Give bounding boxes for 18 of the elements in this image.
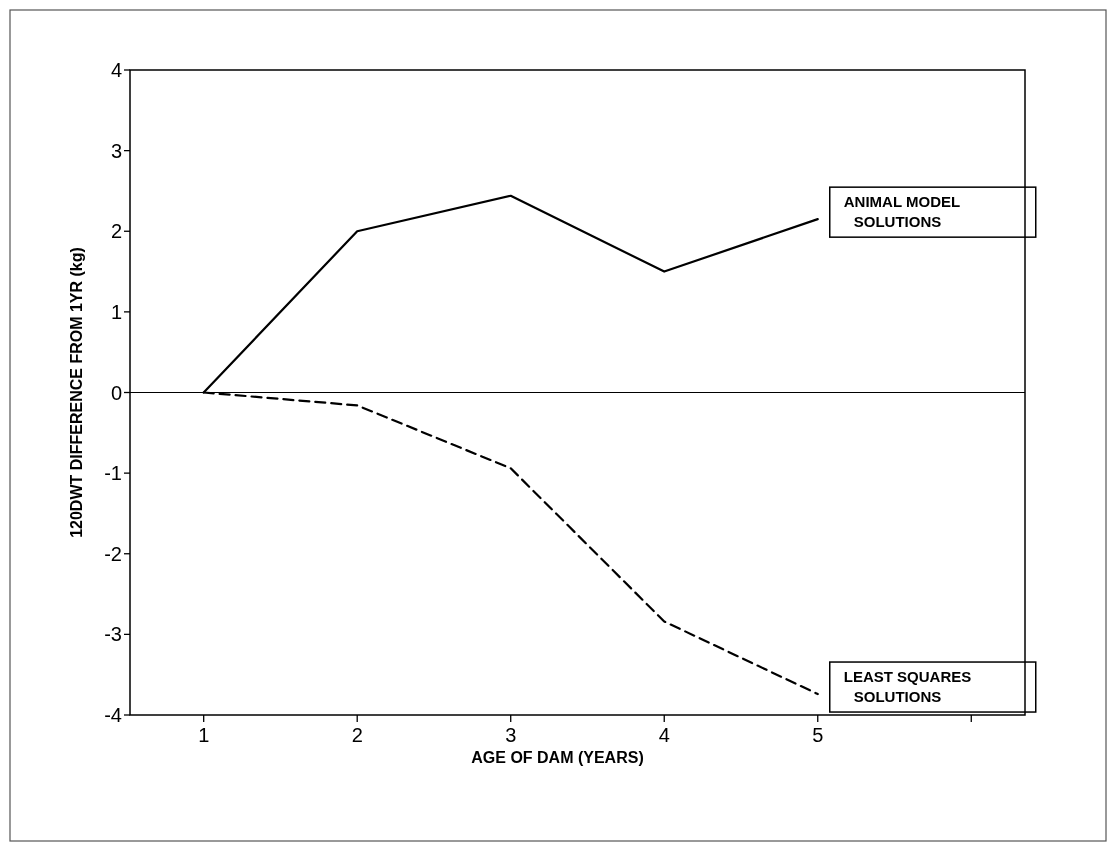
y-tick-label: 1 bbox=[110, 300, 122, 323]
y-tick-label: -4 bbox=[104, 704, 122, 726]
y-tick-label: -1 bbox=[104, 462, 122, 485]
y-tick-label: -3 bbox=[104, 623, 122, 646]
x-tick-label: 2 bbox=[351, 724, 363, 746]
y-tick-label: 4 bbox=[110, 59, 122, 81]
series-label: ANIMAL MODEL SOLUTIONS bbox=[843, 193, 961, 231]
y-tick-label: 3 bbox=[110, 139, 122, 162]
y-tick-label: 0 bbox=[110, 381, 122, 404]
x-axis-title: AGE OF DAM (YEARS) bbox=[471, 749, 644, 766]
y-tick-label: 2 bbox=[110, 220, 122, 243]
x-tick-label: 1 bbox=[198, 724, 210, 746]
series-label: LEAST SQUARES SOLUTIONS bbox=[843, 668, 972, 706]
y-axis-title: 120DWT DIFFERENCE FROM 1YR (kg) bbox=[68, 247, 85, 538]
x-tick-label: 4 bbox=[658, 724, 670, 746]
x-tick-label: 5 bbox=[812, 724, 824, 746]
y-tick-label: -2 bbox=[104, 542, 122, 565]
x-tick-label: 3 bbox=[505, 724, 517, 746]
